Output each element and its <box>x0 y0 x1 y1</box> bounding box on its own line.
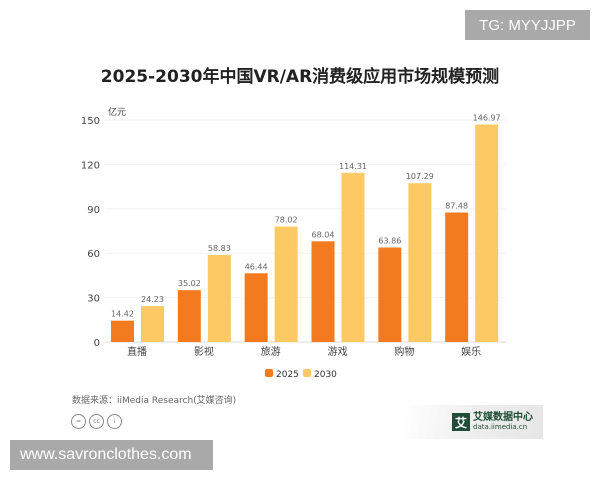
legend-label: 2030 <box>314 370 337 380</box>
bar-2025 <box>244 273 268 342</box>
bar-2025 <box>177 290 201 342</box>
data-label: 46.44 <box>245 262 268 271</box>
legend-swatch <box>265 369 273 377</box>
person-icon: i <box>107 414 122 429</box>
bar-2025 <box>378 247 402 342</box>
data-label: 63.86 <box>378 236 401 245</box>
x-tick-label: 旅游 <box>261 345 281 358</box>
data-label: 68.04 <box>312 230 335 239</box>
equals-icon: = <box>71 414 86 429</box>
legend-swatch <box>303 369 311 377</box>
x-tick-label: 游戏 <box>328 345 348 358</box>
watermark-top: TG: MYYJJPP <box>465 10 590 40</box>
license-icons: = cc i <box>71 414 122 429</box>
data-label: 35.02 <box>178 279 201 288</box>
data-label: 58.83 <box>208 244 231 253</box>
bar-2030 <box>341 172 365 342</box>
watermark-bottom: www.savronclothes.com <box>10 440 213 470</box>
data-label: 78.02 <box>275 216 298 225</box>
x-tick-label: 购物 <box>394 345 414 358</box>
y-axis-unit: 亿元 <box>108 106 126 118</box>
y-tick-label: 120 <box>81 160 100 171</box>
logo-url: data.iimedia.cn <box>473 423 528 431</box>
bar-2025 <box>111 320 134 342</box>
cc-icon: cc <box>89 414 104 429</box>
x-tick-label: 影视 <box>194 345 214 358</box>
y-tick-label: 90 <box>87 205 100 216</box>
data-label: 146.97 <box>473 113 501 122</box>
bar-2030 <box>408 183 432 342</box>
source-note: 数据来源：iiMedia Research(艾媒咨询) <box>72 396 237 406</box>
bar-2030 <box>475 124 499 342</box>
iimedia-logo: 艾 艾媒数据中心 data.iimedia.cn <box>370 405 543 439</box>
bar-2025 <box>311 241 335 342</box>
x-tick-label: 直播 <box>127 345 147 358</box>
data-label: 114.31 <box>339 162 367 171</box>
data-label: 24.23 <box>141 295 164 304</box>
data-label: 107.29 <box>406 172 434 181</box>
data-label: 87.48 <box>445 202 468 211</box>
bar-2025 <box>445 212 469 342</box>
bar-2030 <box>207 254 231 342</box>
legend-label: 2025 <box>276 370 299 380</box>
logo-mark: 艾 <box>452 413 470 431</box>
data-label: 14.42 <box>111 310 134 319</box>
logo-name: 艾媒数据中心 <box>473 412 533 423</box>
y-tick-label: 150 <box>81 116 100 127</box>
x-tick-label: 娱乐 <box>461 345 481 358</box>
bar-2030 <box>141 306 164 342</box>
y-tick-label: 60 <box>87 249 100 260</box>
y-tick-label: 0 <box>94 338 100 349</box>
y-tick-label: 30 <box>87 294 100 305</box>
bar-2030 <box>274 226 298 342</box>
chart-title: 2025-2030年中国VR/AR消费级应用市场规模预测 <box>100 67 500 87</box>
